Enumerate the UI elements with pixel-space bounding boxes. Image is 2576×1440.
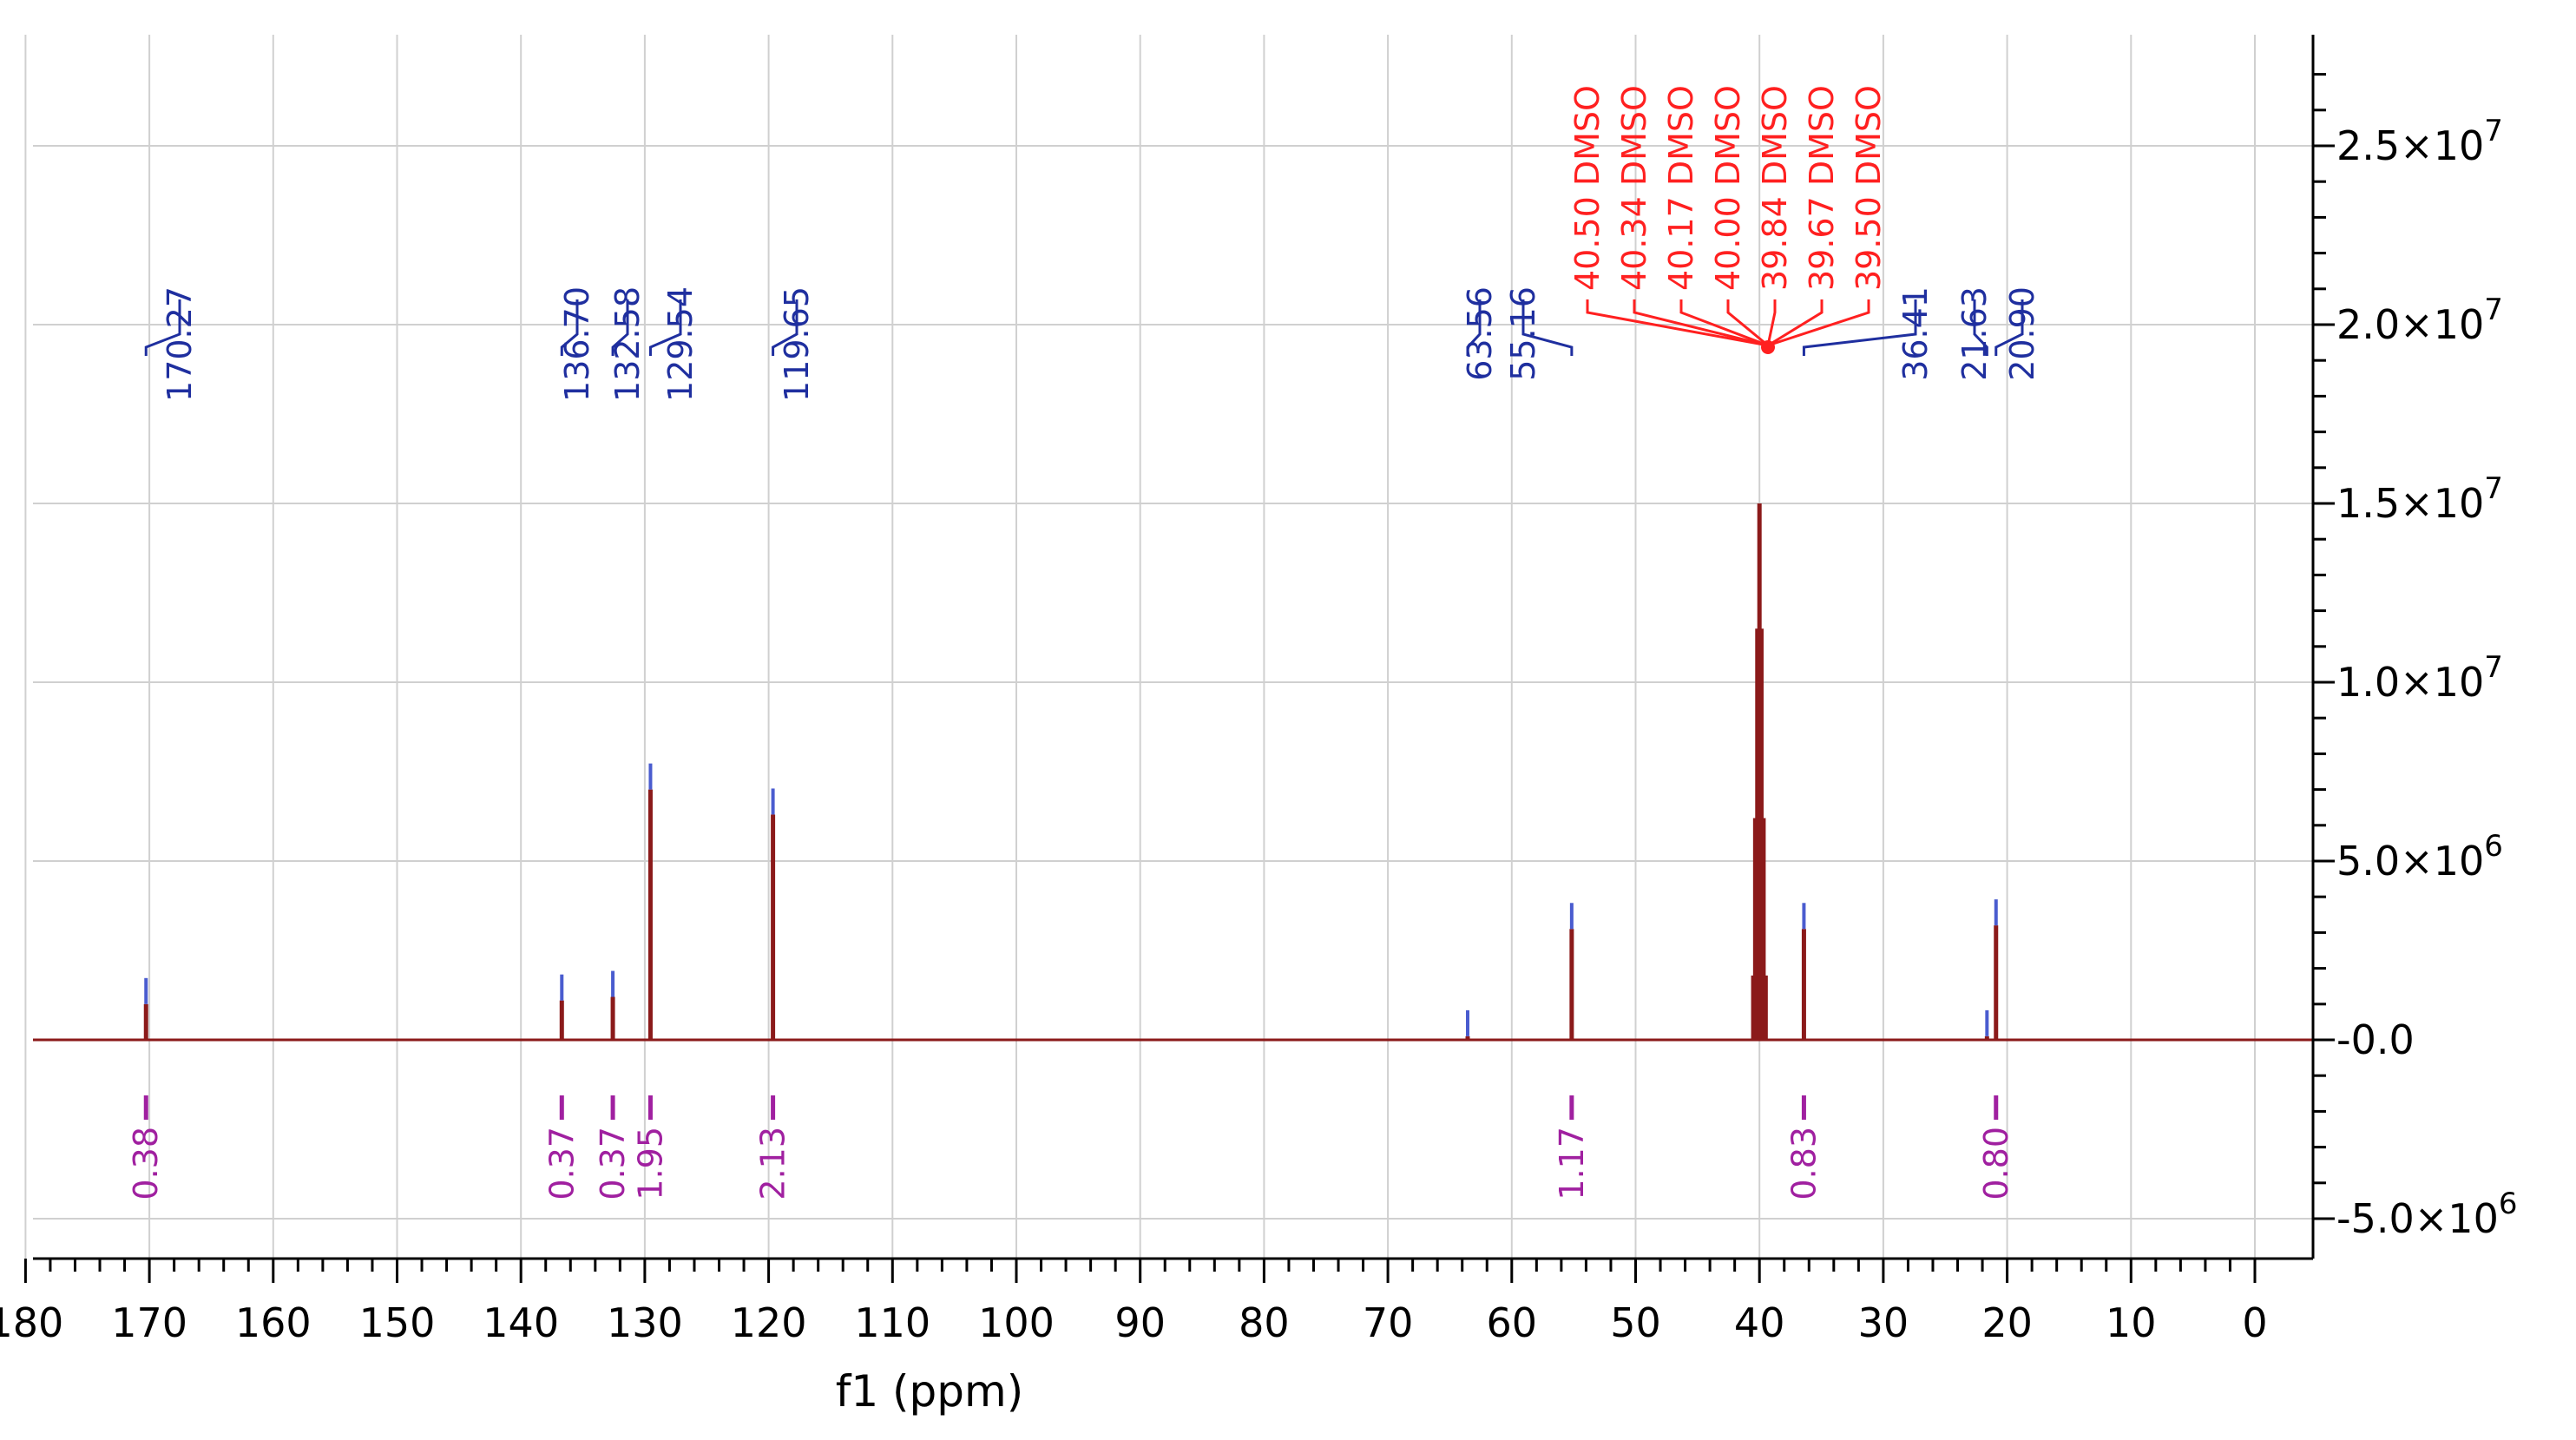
peak-leader (611, 299, 629, 356)
x-tick-label: 150 (359, 1299, 436, 1346)
dmso-label: 40.50 DMSO (1568, 85, 1607, 291)
peak-leader (648, 299, 682, 356)
y-tick-label: 5.0×106 (2336, 829, 2503, 884)
y-tick-exponent: 7 (2484, 293, 2503, 327)
x-tick-label: 140 (483, 1299, 559, 1346)
dmso-leader (1726, 299, 1769, 347)
x-tick-label: 180 (0, 1299, 63, 1346)
integral-label: 0.38 (127, 1127, 165, 1200)
peak-leader (560, 299, 579, 356)
integral-label: 0.83 (1784, 1127, 1823, 1200)
dmso-label: 40.34 DMSO (1615, 85, 1653, 291)
y-tick-label: 1.5×107 (2336, 471, 2503, 527)
peak-labels: 170.27 136.70 132.58 129.54 119.65 63.56 55.16… (144, 286, 2041, 402)
y-tick-exponent: 7 (2484, 650, 2503, 685)
dmso-leader (1633, 299, 1769, 347)
dmso-leader (1767, 299, 1824, 347)
axes: 180 170 160 150 140 130 120 110 100 90 80 70 60 50 40 3… (0, 35, 2517, 1346)
x-tick-label: 30 (1858, 1299, 1909, 1346)
y-tick-exponent: 6 (2499, 1187, 2518, 1221)
dmso-leader (1679, 299, 1769, 347)
x-tick-label: 110 (854, 1299, 930, 1346)
peak-leader (1994, 299, 2024, 356)
x-tick-label: 0 (2242, 1299, 2267, 1346)
dmso-label: 39.67 DMSO (1803, 85, 1841, 291)
peak-leader (1802, 299, 1917, 356)
x-tick-label: 170 (111, 1299, 187, 1346)
integral-label: 1.95 (631, 1127, 669, 1200)
dmso-label: 39.50 DMSO (1850, 85, 1888, 291)
dmso-label: 39.84 DMSO (1756, 85, 1794, 291)
x-tick-label: 70 (1363, 1299, 1414, 1346)
dmso-label: 40.00 DMSO (1709, 85, 1747, 291)
peak-leader (144, 299, 181, 356)
x-tick-label: 60 (1487, 1299, 1538, 1346)
peak-leader (1521, 299, 1574, 356)
x-tick-label: 130 (607, 1299, 683, 1346)
y-tick-exponent: 6 (2484, 829, 2503, 864)
x-axis-label: f1 (ppm) (836, 1366, 1024, 1417)
x-tick-label: 40 (1734, 1299, 1785, 1346)
peak-leader (772, 299, 798, 356)
integral-label: 1.17 (1553, 1127, 1591, 1200)
spectrum-trace (33, 503, 2313, 1042)
x-tick-label: 120 (731, 1299, 807, 1346)
x-tick-label: 50 (1610, 1299, 1661, 1346)
dmso-labels: 40.50 DMSO 40.34 DMSO 40.17 DMSO 40.00 DMSO… (1568, 85, 1888, 354)
integral-label: 0.37 (594, 1127, 632, 1200)
integrals: 0.38 0.37 0.37 1.95 2.13 1.17 0.83 0.80 (127, 1095, 2015, 1200)
integral-label: 0.37 (542, 1127, 581, 1200)
y-tick-exponent: 7 (2484, 114, 2503, 148)
y-tick-label: -0.0 (2336, 1016, 2415, 1063)
y-tick-label: 1.0×107 (2336, 650, 2503, 706)
peak-leader (1466, 299, 1482, 356)
integral-label: 2.13 (754, 1127, 792, 1200)
x-tick-label: 90 (1114, 1299, 1166, 1346)
peak-leader (1973, 299, 1988, 356)
dmso-leader (1767, 299, 1870, 347)
x-tick-label: 160 (235, 1299, 312, 1346)
dmso-leader (1766, 299, 1777, 346)
y-tick-label: 2.0×107 (2336, 293, 2503, 348)
dmso-label: 40.17 DMSO (1662, 85, 1700, 291)
dmso-junction (1761, 340, 1775, 354)
x-tick-label: 10 (2106, 1299, 2157, 1346)
y-tick-exponent: 7 (2484, 471, 2503, 506)
integral-label: 0.80 (1977, 1127, 2015, 1200)
y-tick-label: 2.5×107 (2336, 114, 2503, 169)
grid-lines (24, 35, 2313, 1259)
dmso-leader (1586, 299, 1769, 347)
y-tick-label: -5.0×106 (2336, 1187, 2517, 1242)
x-tick-label: 80 (1239, 1299, 1290, 1346)
x-tick-label: 100 (978, 1299, 1055, 1346)
x-tick-label: 20 (1981, 1299, 2033, 1346)
